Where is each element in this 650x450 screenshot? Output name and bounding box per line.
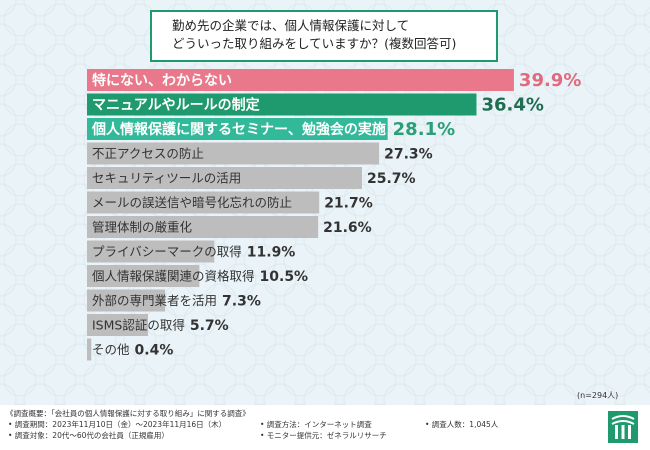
value-label-8: 10.5% <box>260 269 309 285</box>
bar-7 <box>87 240 215 263</box>
category-label-10: ISMS認証の取得 <box>92 318 185 333</box>
category-label-2: 個人情報保護に関するセミナー、勉強会の実施 <box>91 121 386 138</box>
bar-2 <box>87 118 388 140</box>
survey-period: • 調査期間：2023年11月10日（金）〜2023年11月16日（木） <box>8 420 227 429</box>
category-label-6: 管理体制の厳重化 <box>92 220 193 235</box>
value-label-2: 28.1% <box>393 119 455 140</box>
category-label-0: 特にない、わからない <box>92 72 232 89</box>
bar-8 <box>87 265 200 287</box>
bar-4 <box>87 167 362 189</box>
value-label-6: 21.6% <box>323 220 372 236</box>
value-label-10: 5.7% <box>190 318 229 334</box>
survey-provider: • モニター提供元：ゼネラルリサーチ <box>260 431 387 440</box>
category-label-11: その他 <box>92 342 130 357</box>
bar-6 <box>87 216 319 238</box>
category-label-4: セキュリティツールの活用 <box>92 171 241 186</box>
bar-10 <box>87 314 148 336</box>
value-label-4: 25.7% <box>367 171 416 187</box>
category-label-5: メールの誤送信や暗号化忘れの防止 <box>92 195 292 210</box>
value-label-5: 21.7% <box>324 196 373 212</box>
bar-1 <box>87 93 477 116</box>
value-label-1: 36.4% <box>481 95 543 116</box>
chart-title: 勤め先の企業では、個人情報保護に対して どういった取り組みをしていますか？(複数… <box>150 10 498 62</box>
company-logo-icon <box>608 411 638 443</box>
category-label-9: 外部の専門業者を活用 <box>92 293 217 308</box>
bar-3 <box>87 142 380 165</box>
value-label-7: 11.9% <box>247 245 296 261</box>
chart-title-line1: 勤め先の企業では、個人情報保護に対して <box>172 18 410 33</box>
value-label-11: 0.4% <box>135 343 174 359</box>
survey-method: • 調査方法：インターネット調査 <box>260 420 372 429</box>
value-label-3: 27.3% <box>384 147 433 163</box>
bar-11 <box>87 338 92 361</box>
category-label-7: プライバシーマークの取得 <box>92 244 242 259</box>
category-label-3: 不正アクセスの防止 <box>92 146 204 161</box>
survey-footer: 《調査概要：「会社員の個人情報保護に対する取り組み」に関する調査》 • 調査期間… <box>0 405 650 450</box>
bar-9 <box>87 289 166 312</box>
category-label-1: マニュアルやルールの制定 <box>92 97 260 114</box>
bar-5 <box>87 191 320 214</box>
survey-heading: 《調査概要：「会社員の個人情報保護に対する取り組み」に関する調査》 <box>6 409 250 418</box>
bar-0 <box>87 69 514 91</box>
survey-target: • 調査対象：20代〜60代の会社員（正規雇用） <box>8 431 169 440</box>
chart-title-line2: どういった取り組みをしていますか？(複数回答可) <box>172 36 457 51</box>
bar-chart: 特にない、わからない 39.9% マニュアルやルールの制定 36.4% 個人情報保護に関… <box>87 69 581 361</box>
sample-size-note: (n=294人) <box>577 391 619 400</box>
value-label-9: 7.3% <box>222 294 261 310</box>
value-label-0: 39.9% <box>519 70 581 91</box>
category-label-8: 個人情報保護関連の資格取得 <box>92 269 255 284</box>
survey-count: • 調査人数：1,045人 <box>425 420 499 429</box>
